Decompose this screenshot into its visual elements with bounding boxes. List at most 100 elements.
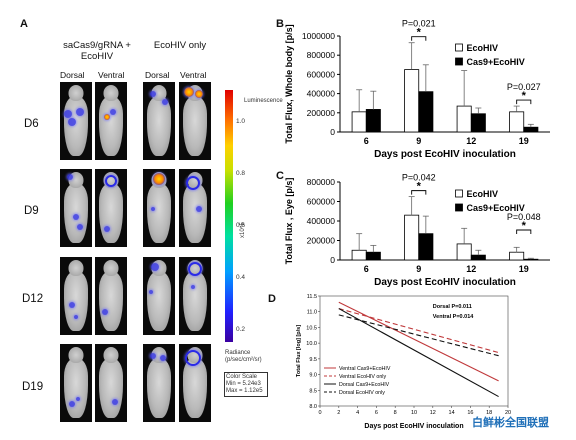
luminescence-spot bbox=[195, 90, 203, 98]
radiance-label: Radiance (p/sec/cm²/sr) bbox=[225, 350, 262, 363]
legend-label: Cas9+EcoHIV bbox=[467, 57, 525, 67]
y-tick-label: 10.0 bbox=[306, 341, 317, 347]
dorsal-label-1: Dorsal bbox=[60, 70, 85, 80]
y-tick-label: 10.5 bbox=[306, 325, 317, 331]
luminescence-spot bbox=[64, 110, 72, 118]
bar-cas9-ecohiv bbox=[523, 258, 539, 261]
x-tick-label: 0 bbox=[318, 410, 321, 416]
luminescence-spot bbox=[162, 99, 168, 105]
bar-cas9-ecohiv bbox=[418, 91, 434, 133]
x-tick-label: 20 bbox=[505, 410, 511, 416]
p-value-label: P=0.048 bbox=[507, 212, 541, 222]
mouse-body bbox=[99, 96, 123, 156]
x-tick-label: 19 bbox=[519, 136, 529, 146]
p-value-label: P=0.027 bbox=[507, 82, 541, 92]
y-tick-label: 9.0 bbox=[309, 373, 317, 379]
significance-star: * bbox=[417, 181, 422, 193]
significance-bracket bbox=[411, 190, 427, 195]
luminescence-spot bbox=[184, 87, 194, 97]
bar-cas9-ecohiv bbox=[470, 254, 486, 261]
series-line bbox=[338, 308, 499, 398]
significance-bracket bbox=[411, 36, 427, 41]
mouse-body bbox=[64, 271, 88, 331]
x-tick-label: 16 bbox=[467, 410, 473, 416]
x-axis-title: Days post EcoHIV inoculation bbox=[374, 277, 516, 288]
mouse-body bbox=[147, 358, 171, 418]
y-tick-label: 0 bbox=[330, 255, 335, 265]
bar-cas9-ecohiv bbox=[523, 126, 539, 133]
luminescence-spot bbox=[153, 173, 165, 185]
color-scale-min: Min = 5.24e3 bbox=[226, 381, 261, 387]
bar-ecohiv bbox=[456, 105, 472, 133]
mouse-head bbox=[103, 347, 119, 363]
luminescence-spot bbox=[188, 262, 202, 276]
mouse-image bbox=[95, 82, 127, 160]
colorbar-unit: x10^5 bbox=[240, 222, 246, 238]
luminescence-spot bbox=[185, 350, 201, 366]
y-tick-label: 8.5 bbox=[309, 388, 317, 394]
luminescence-spot bbox=[150, 91, 156, 97]
mouse-image bbox=[60, 169, 92, 247]
mouse-image bbox=[143, 169, 175, 247]
x-tick-label: 9 bbox=[416, 264, 421, 274]
legend-label: Ventral Cas9+EcoHIV bbox=[339, 366, 391, 372]
x-tick-label: 12 bbox=[466, 136, 476, 146]
panel-d-letter: D bbox=[268, 293, 276, 305]
mouse-head bbox=[68, 85, 84, 101]
y-axis-title: Total Flux, Whole body [p/s] bbox=[284, 24, 294, 143]
x-tick-label: 6 bbox=[364, 264, 369, 274]
mouse-body bbox=[147, 96, 171, 156]
mouse-head bbox=[68, 260, 84, 276]
luminescence-spot bbox=[160, 355, 166, 361]
legend-swatch bbox=[455, 57, 463, 66]
y-tick-label: 200000 bbox=[307, 108, 336, 118]
y-tick-label: 800000 bbox=[307, 177, 336, 187]
legend-label: EcoHIV bbox=[467, 43, 499, 53]
luminescence-spot bbox=[151, 207, 155, 211]
colorbar-tick: 0.8 bbox=[236, 170, 246, 177]
x-tick-label: 2 bbox=[337, 410, 340, 416]
y-tick-label: 11.5 bbox=[307, 294, 317, 300]
luminescence-spot bbox=[191, 285, 195, 289]
mouse-image bbox=[60, 344, 92, 422]
legend-label: Dorsal Cas9+EcoHIV bbox=[339, 382, 390, 388]
p-value-label: Dorsal P=0.011 bbox=[433, 304, 472, 310]
luminescence-spot bbox=[102, 309, 108, 315]
legend-label: Ventral EcoHIV only bbox=[339, 374, 386, 380]
legend-label: Dorsal EcoHIV only bbox=[339, 390, 385, 396]
x-tick-label: 8 bbox=[394, 410, 397, 416]
mouse-body bbox=[147, 183, 171, 243]
luminescence-spot bbox=[68, 118, 76, 126]
luminescence-spot bbox=[186, 176, 200, 190]
ventral-label-1: Ventral bbox=[98, 70, 125, 80]
chart-d-log-flux-lines: 8.0 8.5 9.0 9.5 10.0 10.5 11.0 11.5 0 2 4 6 8 10 12 14 1… bbox=[296, 294, 511, 430]
significance-bracket bbox=[516, 229, 532, 234]
mouse-image bbox=[179, 169, 211, 247]
bar-ecohiv bbox=[509, 111, 525, 133]
dorsal-label-2: Dorsal bbox=[145, 70, 170, 80]
bar-ecohiv bbox=[404, 69, 420, 133]
y-tick-label: 1000000 bbox=[302, 31, 335, 41]
mouse-image bbox=[143, 82, 175, 160]
bar-cas9-ecohiv bbox=[365, 251, 381, 261]
p-value-label: P=0.021 bbox=[402, 20, 436, 29]
row-label-d6: D6 bbox=[24, 118, 39, 130]
p-value-label: Ventral P=0.014 bbox=[433, 314, 474, 320]
plot-frame bbox=[319, 295, 509, 407]
y-tick-label: 600000 bbox=[307, 69, 336, 79]
bar-ecohiv bbox=[509, 251, 525, 261]
luminescence-colorbar bbox=[225, 90, 233, 342]
panel-b-letter: B bbox=[276, 18, 284, 30]
significance-star: * bbox=[522, 220, 527, 232]
y-tick-label: 600000 bbox=[307, 197, 336, 207]
mouse-image bbox=[95, 257, 127, 335]
y-tick-label: 9.5 bbox=[309, 357, 317, 363]
luminescence-spot bbox=[112, 399, 118, 405]
luminescence-spot bbox=[196, 206, 202, 212]
luminescence-spot bbox=[67, 174, 73, 180]
mouse-body bbox=[183, 183, 207, 243]
bar-ecohiv bbox=[351, 249, 367, 261]
x-tick-label: 4 bbox=[356, 410, 359, 416]
